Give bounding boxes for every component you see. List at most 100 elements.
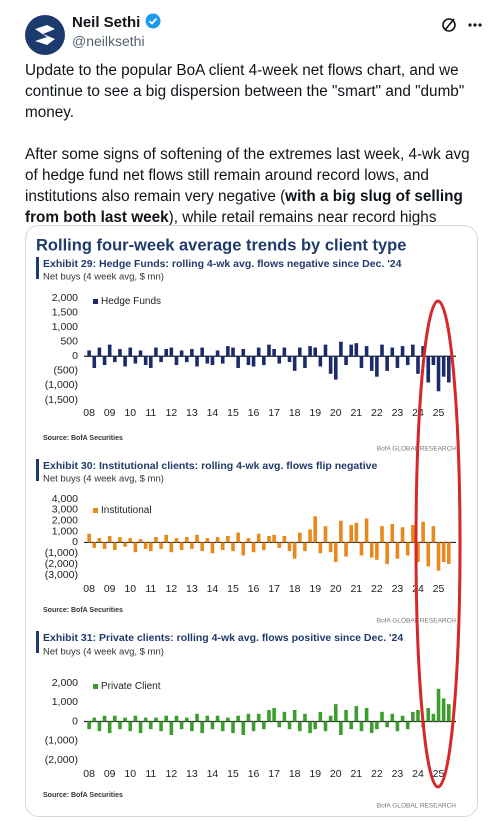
x-tick-label: 18: [289, 768, 301, 780]
bar: [441, 542, 446, 562]
bar: [256, 347, 261, 357]
bar: [251, 721, 256, 732]
bar: [256, 533, 261, 543]
x-tick-label: 15: [227, 407, 239, 419]
author-text[interactable]: Neil Sethi: [72, 14, 141, 31]
bar: [369, 542, 374, 558]
x-tick-label: 15: [227, 583, 239, 595]
bar: [375, 542, 379, 560]
bar: [308, 721, 312, 734]
x-tick-label: 13: [186, 583, 198, 595]
y-tick-label: 0: [72, 715, 78, 727]
y-tick-label: 1,500: [52, 306, 78, 318]
legend-label: Institutional: [101, 505, 152, 516]
bar: [251, 542, 256, 553]
bar: [277, 356, 282, 364]
bar: [164, 534, 169, 543]
x-tick-label: 22: [371, 407, 383, 419]
chart-image: Rolling four-week average trends by clie…: [26, 226, 477, 816]
bar: [190, 721, 194, 732]
bar: [174, 356, 179, 366]
bar: [277, 542, 282, 548]
x-tick-label: 12: [166, 407, 178, 419]
exhibit-title: Exhibit 31: Private clients: rolling 4-w…: [43, 632, 403, 644]
bar: [385, 356, 389, 371]
bar: [159, 542, 163, 549]
bar: [333, 356, 338, 380]
bar: [369, 721, 374, 734]
verified-badge: [145, 13, 161, 29]
bar: [287, 721, 292, 730]
bar: [287, 356, 292, 363]
y-tick-label: 3,000: [52, 504, 78, 516]
bar: [292, 709, 297, 722]
bar: [226, 535, 230, 543]
exhibit-subtitle: Net buys (4 week avg, $ mn): [43, 647, 164, 658]
y-tick-label: (500): [53, 365, 78, 377]
y-tick-label: (3,000): [45, 569, 78, 581]
paragraph: Update to the popular BoA client 4-week …: [25, 60, 477, 123]
bar: [390, 347, 395, 357]
bar: [241, 349, 246, 357]
bar: [323, 526, 328, 543]
source: Source: BofA Securities: [43, 435, 123, 442]
bar: [303, 356, 307, 368]
tweet-image[interactable]: Rolling four-week average trends by clie…: [25, 225, 478, 817]
bar: [231, 721, 235, 734]
bar: [179, 350, 184, 357]
author-handle[interactable]: @neilksethi: [72, 33, 145, 49]
x-tick-label: 18: [289, 407, 301, 419]
exhibit-title: Exhibit 30: Institutional clients: rolli…: [43, 460, 377, 472]
y-tick-label: (1,000): [45, 379, 78, 391]
bar: [303, 713, 307, 722]
x-tick-label: 17: [268, 768, 280, 780]
bar: [184, 717, 189, 722]
bar: [262, 356, 266, 366]
bar: [313, 721, 318, 730]
bar: [328, 715, 333, 722]
bar: [395, 542, 400, 559]
x-tick-label: 13: [186, 768, 198, 780]
x-tick-label: 22: [371, 583, 383, 595]
bar: [195, 356, 199, 367]
bar: [205, 715, 210, 722]
bar: [354, 522, 359, 543]
x-tick-label: 25: [433, 583, 445, 595]
bar: [339, 341, 343, 357]
x-tick-label: 16: [248, 768, 260, 780]
bar: [426, 708, 431, 722]
bar: [313, 516, 318, 543]
bar: [431, 356, 436, 366]
source: Source: BofA Securities: [43, 607, 123, 614]
exhibit-subtitle: Net buys (4 week avg, $ mn): [43, 272, 164, 283]
bar: [179, 721, 184, 730]
y-tick-label: (2,000): [45, 558, 78, 570]
bar: [287, 542, 292, 552]
bar: [405, 542, 410, 556]
tweet-actions[interactable]: [440, 15, 485, 35]
y-tick-label: (2,000): [45, 754, 78, 766]
bar: [349, 344, 353, 357]
x-tick-label: 20: [330, 407, 342, 419]
bar: [123, 542, 127, 547]
bar: [148, 721, 153, 730]
x-tick-label: 19: [309, 583, 321, 595]
bar: [133, 356, 138, 364]
bar: [323, 344, 328, 357]
legend-swatch: [93, 684, 98, 689]
source: Source: BofA Securities: [43, 792, 123, 799]
y-tick-label: 500: [60, 335, 78, 347]
bar: [246, 356, 251, 366]
bar: [333, 542, 338, 562]
bar: [298, 347, 302, 357]
author-name[interactable]: Neil Sethi: [72, 13, 161, 31]
bar: [220, 356, 225, 364]
x-tick-label: 19: [309, 768, 321, 780]
exhibit-marker: [36, 459, 39, 481]
avatar[interactable]: [25, 15, 65, 55]
bar: [102, 542, 107, 549]
x-tick-label: 14: [207, 583, 219, 595]
x-tick-label: 08: [83, 768, 95, 780]
x-tick-label: 08: [83, 583, 95, 595]
y-tick-label: (1,000): [45, 547, 78, 559]
